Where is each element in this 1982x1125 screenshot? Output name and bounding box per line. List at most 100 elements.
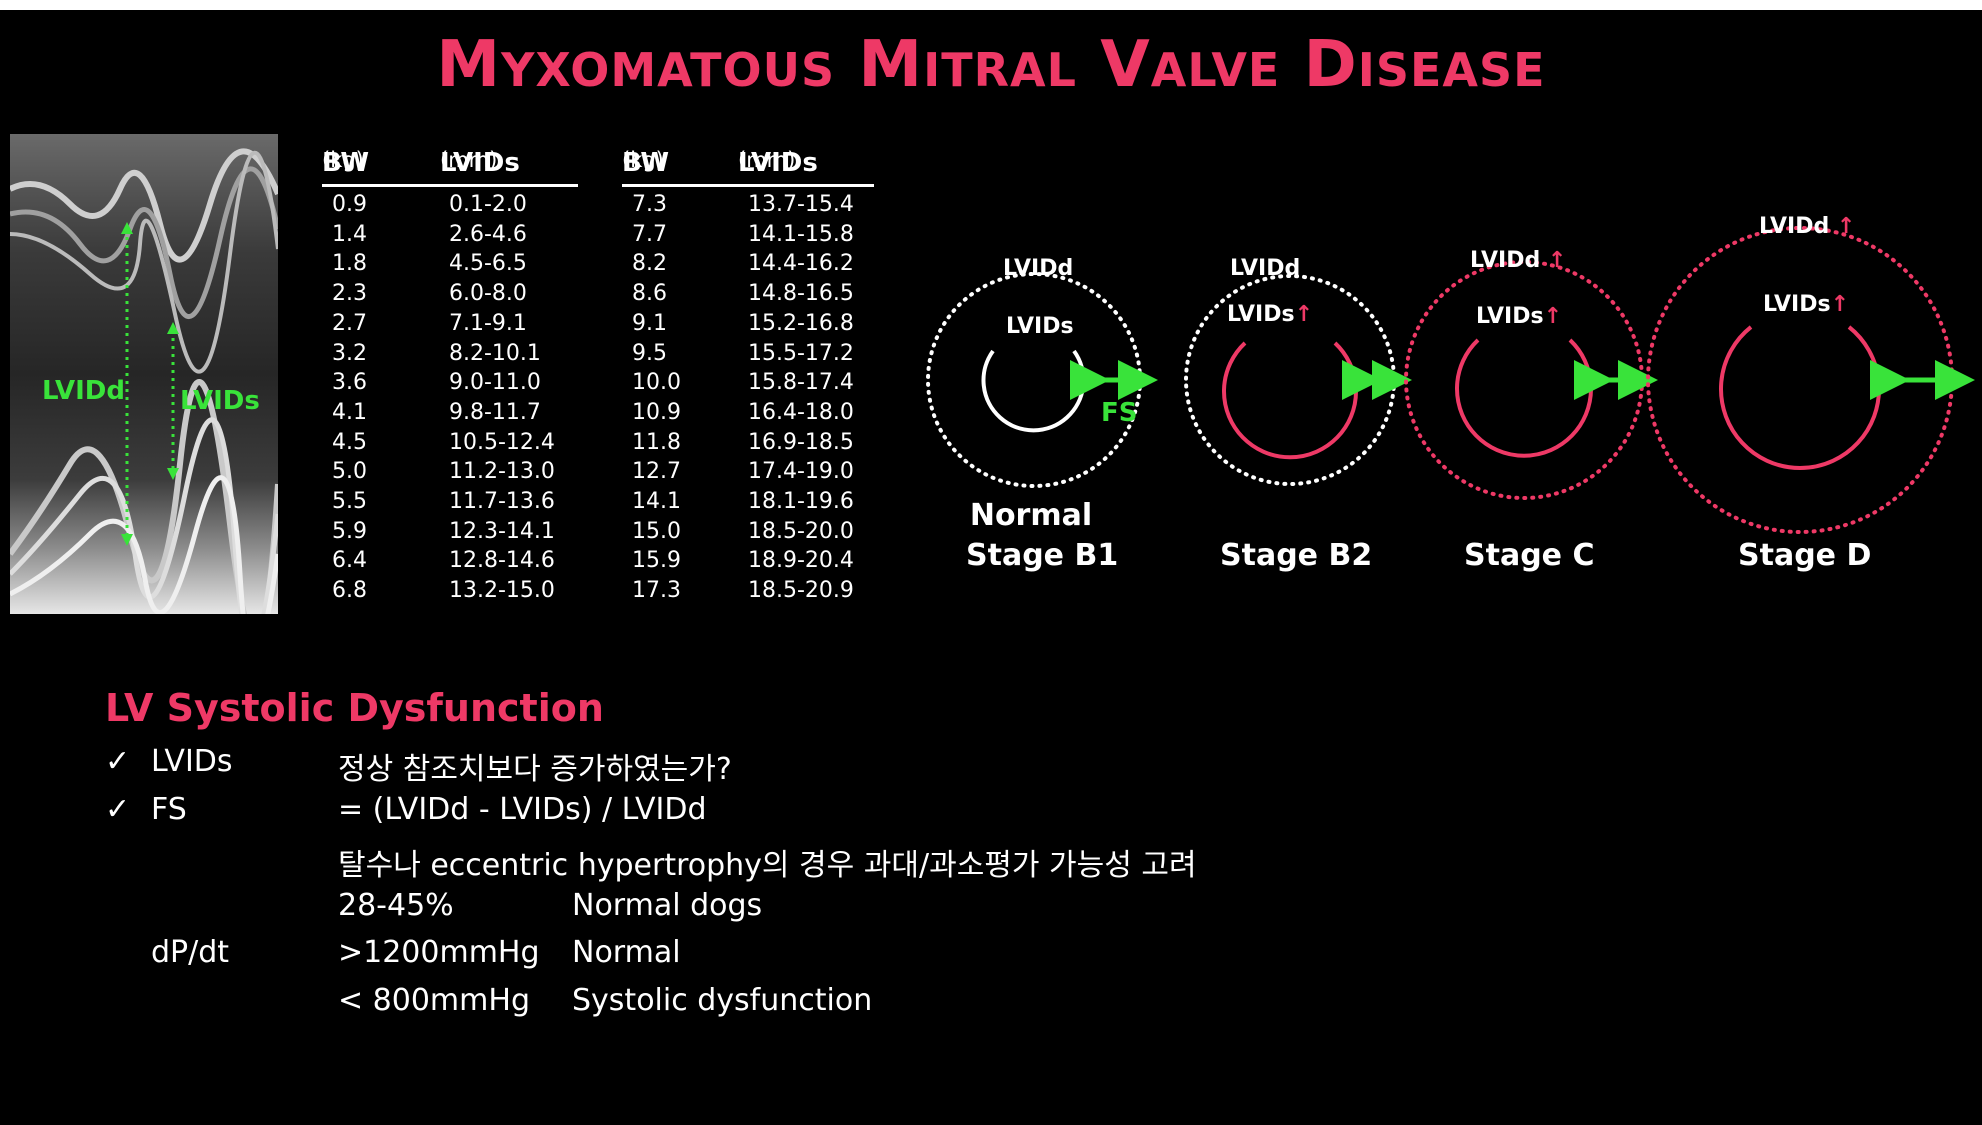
mmvd-stage-diagram: LVIDd LVIDs FS LVIDd LVIDs↑ LVIDd ↑ LVID…: [900, 190, 1982, 610]
lvids-cell: 15.8-17.4: [748, 370, 854, 396]
title-word: MYXOMATOUS: [436, 28, 836, 102]
lvids-cell: 9.8-11.7: [449, 399, 541, 425]
bw-cell: 12.7: [632, 459, 681, 485]
lvids-header: LVIDs (mm): [440, 148, 520, 178]
lvids-cell: 13.7-15.4: [748, 192, 854, 217]
bw-cell: 6.8: [332, 578, 367, 604]
lvids-cell: 16.4-18.0: [748, 399, 854, 425]
lvids-cell: 7.1-9.1: [449, 310, 527, 336]
dpdt-dysfunction-text: Systolic dysfunction: [572, 983, 873, 1018]
lvids-cell: 14.8-16.5: [748, 281, 854, 307]
d-lvidd-label: LVIDd ↑: [1759, 214, 1856, 239]
c-lvidd-label: LVIDd ↑: [1470, 248, 1567, 273]
lvids-cell: 4.5-6.5: [449, 251, 527, 277]
lvids-cell: 18.5-20.0: [748, 518, 854, 544]
bw-cell: 10.0: [632, 370, 681, 396]
up-arrow-icon: ↑: [1543, 304, 1562, 329]
fs-normal-range: 28-45%: [338, 888, 454, 923]
up-arrow-icon: ↑: [1547, 248, 1567, 273]
lvids-cell: 18.5-20.9: [748, 578, 854, 604]
d-lvids-label: LVIDs↑: [1763, 292, 1849, 317]
bw-cell: 3.6: [332, 370, 367, 396]
b2-lvidd-label: LVIDd: [1230, 256, 1301, 281]
up-arrow-icon: ↑: [1836, 214, 1856, 239]
up-arrow-icon: ↑: [1294, 302, 1313, 327]
lvids-cell: 13.2-15.0: [449, 578, 555, 604]
lvids-image-label: LVIDs: [180, 386, 260, 416]
table-header: BW (kg) LVIDs (mm): [322, 140, 578, 187]
bw-cell: 15.9: [632, 548, 681, 574]
normal-lvidd-label: LVIDd: [1003, 256, 1074, 281]
mmode-echo-image: LVIDd LVIDs: [10, 134, 278, 614]
lvids-cell: 10.5-12.4: [449, 429, 555, 455]
fs-item-label: FS: [151, 792, 187, 827]
fs-note: 탈수나 eccentric hypertrophy의 경우 과대/과소평가 가능…: [338, 848, 1197, 883]
check-icon: ✓: [105, 792, 131, 827]
b2-lvids-label: LVIDs↑: [1227, 302, 1313, 327]
bw-cell: 9.1: [632, 310, 667, 336]
lvids-cell: 11.2-13.0: [449, 459, 555, 485]
lvids-cell: 6.0-8.0: [449, 281, 527, 307]
fs-normal-text: Normal dogs: [572, 888, 763, 923]
lvids-cell: 18.1-19.6: [748, 489, 854, 514]
stage-normal-diagram: [926, 272, 1158, 488]
bw-cell: 2.7: [332, 310, 367, 336]
bw-cell: 8.6: [632, 281, 667, 307]
c-lvids-label: LVIDs↑: [1476, 304, 1562, 329]
bw-header: BW (kg): [622, 148, 670, 178]
stage-c-diagram: [1404, 260, 1658, 500]
up-arrow-icon: ↑: [1830, 292, 1849, 317]
lvids-cell: 11.7-13.6: [449, 489, 555, 514]
stage-b2-diagram: [1184, 274, 1412, 486]
bw-cell: 8.2: [632, 251, 667, 277]
bw-cell: 15.0: [632, 518, 681, 544]
bw-cell: 1.8: [332, 251, 367, 277]
lvids-cell: 17.4-19.0: [748, 459, 854, 485]
top-border: [0, 0, 1982, 10]
lvids-cell: 8.2-10.1: [449, 340, 541, 366]
title-word: DISEASE: [1303, 28, 1546, 102]
bw-cell: 17.3: [632, 578, 681, 604]
stage-b2-label: Stage B2: [1220, 538, 1373, 573]
bw-cell: 4.1: [332, 399, 367, 425]
lvids-cell: 15.2-16.8: [748, 310, 854, 336]
fs-label: FS: [1101, 398, 1138, 428]
lvids-cell: 12.8-14.6: [449, 548, 555, 574]
lvids-cell: 15.5-17.2: [748, 340, 854, 366]
dpdt-normal-value: >1200mmHg: [338, 935, 540, 970]
bw-cell: 5.5: [332, 489, 367, 514]
bw-cell: 5.0: [332, 459, 367, 485]
fs-formula: = (LVIDd - LVIDs) / LVIDd: [338, 792, 707, 827]
bw-cell: 10.9: [632, 399, 681, 425]
title-word: MITRAL: [858, 28, 1077, 102]
dpdt-label: dP/dt: [151, 935, 230, 970]
lvids-cell: 18.9-20.4: [748, 548, 854, 574]
bw-cell: 3.2: [332, 340, 367, 366]
lvids-header: LVIDs (mm): [738, 148, 818, 178]
dpdt-dysfunction-value: < 800mmHg: [338, 983, 530, 1018]
table-header: BW (kg) LVIDs (mm): [622, 140, 874, 187]
lvidd-image-label: LVIDd: [42, 376, 125, 406]
bw-cell: 5.9: [332, 518, 367, 544]
lvids-item-text: 정상 참조치보다 증가하였는가?: [338, 752, 732, 787]
bw-cell: 11.8: [632, 429, 681, 455]
dpdt-normal-text: Normal: [572, 935, 681, 970]
stage-c-label: Stage C: [1464, 538, 1595, 573]
page-title: MYXOMATOUS MITRAL VALVE DISEASE: [0, 28, 1982, 102]
bw-cell: 6.4: [332, 548, 367, 574]
lvids-cell: 14.1-15.8: [748, 221, 854, 247]
bw-cell: 2.3: [332, 281, 367, 307]
lvids-cell: 0.1-2.0: [449, 192, 527, 217]
lvids-item-label: LVIDs: [151, 744, 233, 779]
bw-header: BW (kg): [322, 148, 370, 178]
section-heading: LV Systolic Dysfunction: [105, 686, 604, 730]
bw-cell: 7.3: [632, 192, 667, 217]
title-word: VALVE: [1100, 28, 1281, 102]
lvids-cell: 12.3-14.1: [449, 518, 555, 544]
bw-cell: 14.1: [632, 489, 681, 514]
lvids-cell: 14.4-16.2: [748, 251, 854, 277]
bw-cell: 4.5: [332, 429, 367, 455]
bw-cell: 1.4: [332, 221, 367, 247]
stage-d-diagram: [1646, 226, 1975, 534]
bw-cell: 7.7: [632, 221, 667, 247]
